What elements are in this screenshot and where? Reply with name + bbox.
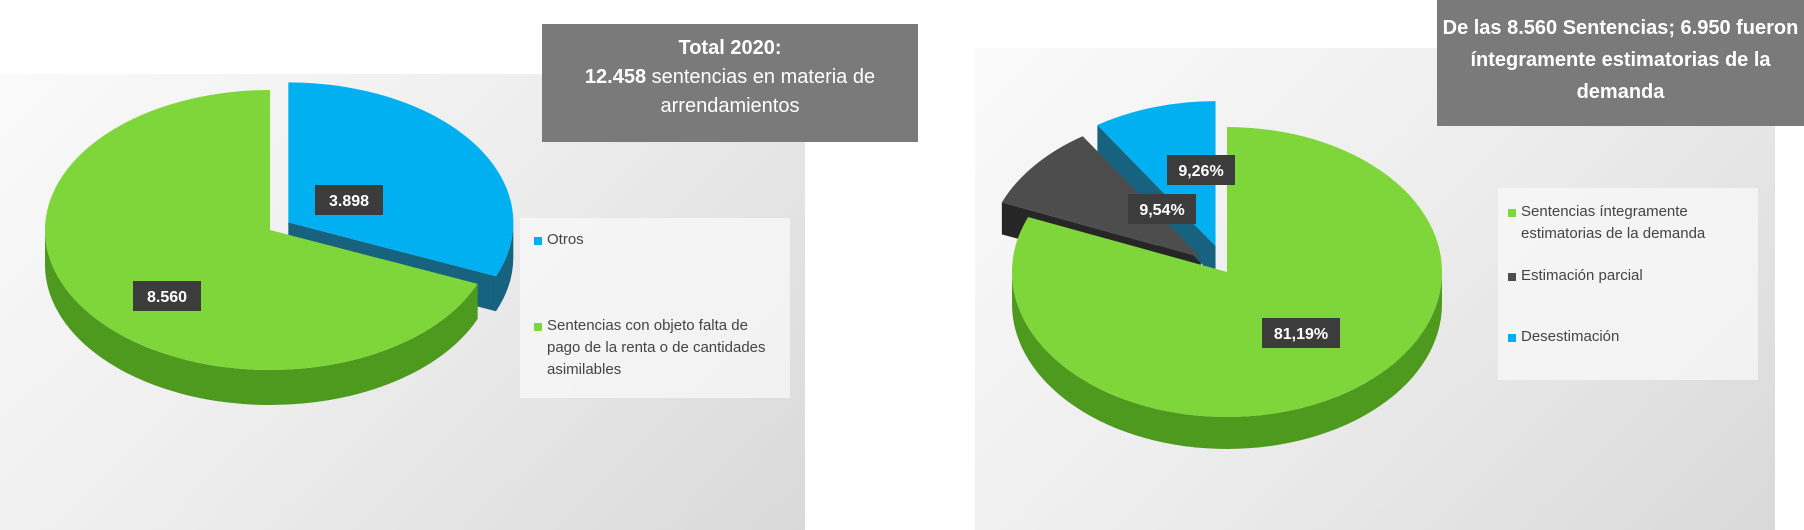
title-rest: sentencias en materia de arrendamientos: [651, 66, 876, 117]
data-label-otros: 3.898: [315, 185, 383, 215]
title-total: 12.458: [584, 66, 647, 88]
pie-slice-otros: [288, 82, 514, 277]
data-label-text: 9,54%: [1139, 202, 1184, 219]
legend-label: Sentencias con objeto falta de pago de l…: [547, 317, 766, 378]
pie-slice-sentencias-con-objeto-falta-de-pago-de-l-side: [45, 230, 478, 405]
data-label-box: [1128, 194, 1196, 224]
legend-swatch: [1508, 209, 1516, 217]
legend-item-otros: Otros: [534, 231, 584, 251]
legend-item-parcial: Estimación parcial: [1508, 267, 1643, 287]
legend-label: Sentencias íntegramente estimatorias de …: [1521, 203, 1706, 242]
left-chart-title: Total 2020: 12.458 sentencias en materia…: [542, 24, 918, 142]
data-label-box: [1262, 318, 1340, 348]
right-chart-title: De las 8.560 Sentencias; 6.950 fueron ín…: [1437, 0, 1804, 126]
legend-item-desestimacion: Desestimación: [1508, 328, 1620, 348]
data-label-box: [133, 281, 201, 311]
title-year: Total 2020: [678, 37, 775, 59]
data-label-box: [1167, 155, 1235, 185]
legend-label: Otros: [547, 231, 584, 248]
pie-slice-sentencias-integramente-estimatorias-de--side: [1012, 272, 1442, 449]
title-text: De las 8.560 Sentencias; 6.950 fueron ín…: [1442, 17, 1799, 103]
data-label-sentencias-integramente-estimatorias-de-: 81,19%: [1262, 318, 1340, 348]
data-label-text: 9,26%: [1178, 163, 1223, 180]
legend-item-falta-pago: Sentencias con objeto falta de pago de l…: [534, 317, 784, 381]
data-label-sentencias-con-objeto-falta-de-pago-de-l: 8.560: [133, 281, 201, 311]
data-label-text: 3.898: [329, 193, 369, 210]
data-label-text: 81,19%: [1274, 326, 1328, 343]
pie-slice-estimacion-parcial: [1001, 136, 1201, 258]
data-label-box: [315, 185, 383, 215]
pie-slice-otros-side: [495, 222, 514, 312]
legend-swatch: [534, 323, 542, 331]
data-label-estimacion-parcial: 9,54%: [1128, 194, 1196, 224]
data-label-desestimacion: 9,26%: [1167, 155, 1235, 185]
legend-swatch: [534, 237, 542, 245]
legend-label: Desestimación: [1521, 328, 1620, 345]
left-legend: Otros Sentencias con objeto falta de pag…: [520, 218, 790, 398]
legend-swatch: [1508, 273, 1516, 281]
right-legend: Sentencias íntegramente estimatorias de …: [1498, 188, 1758, 380]
legend-item-integramente: Sentencias íntegramente estimatorias de …: [1508, 203, 1748, 245]
legend-swatch: [1508, 334, 1516, 342]
data-label-text: 8.560: [147, 289, 187, 306]
legend-label: Estimación parcial: [1521, 267, 1643, 284]
